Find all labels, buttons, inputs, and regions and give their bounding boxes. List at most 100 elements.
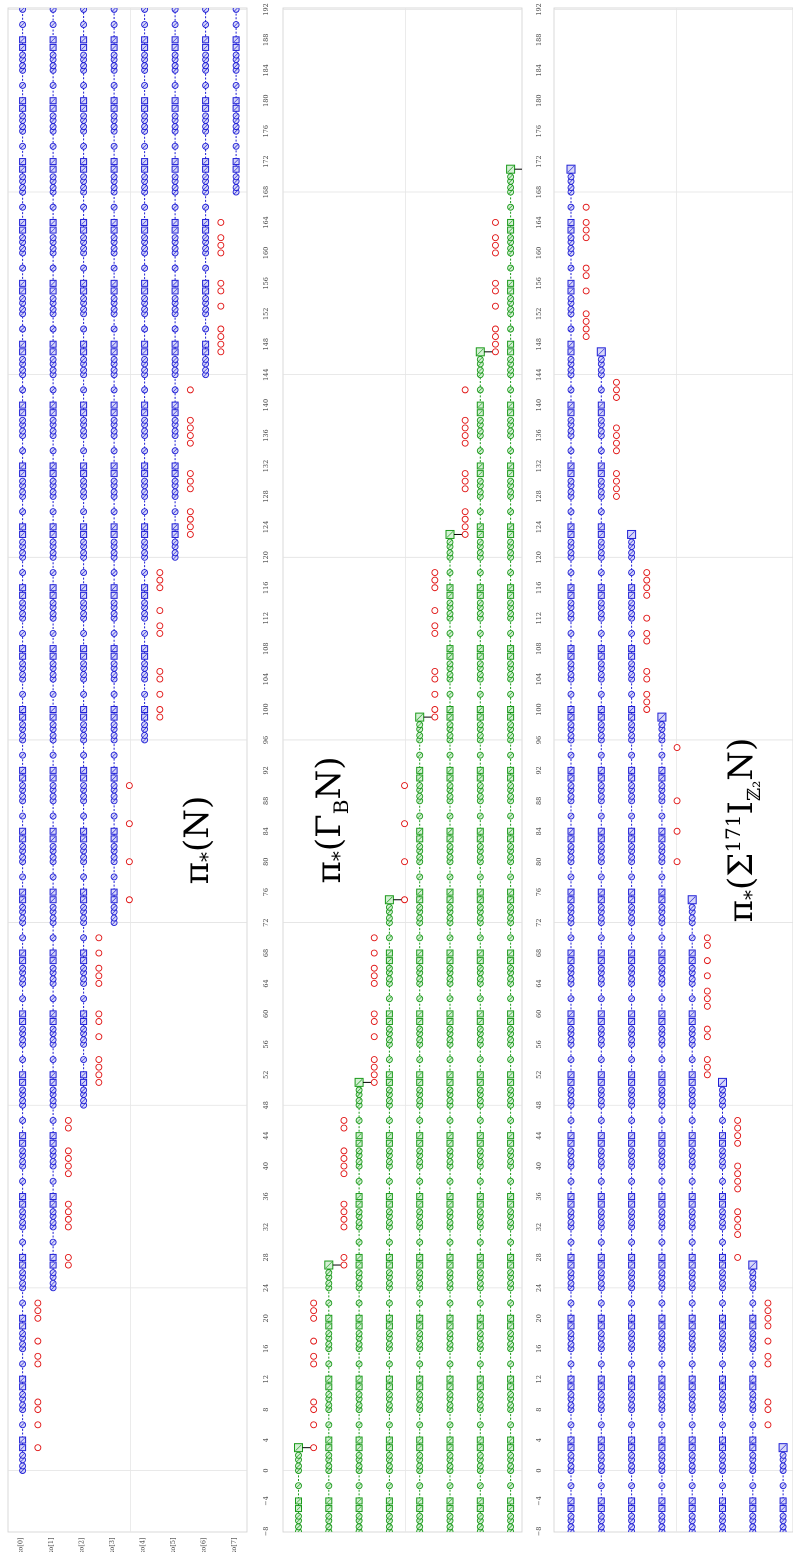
tower-circle-diag <box>111 52 117 58</box>
axis-tick-label: 72 <box>262 918 270 926</box>
axis-tick-label: 132 <box>262 460 270 472</box>
tower-square-diag <box>478 1376 483 1382</box>
tower-square-diag <box>568 768 574 773</box>
tower-circle-diag <box>478 1513 483 1519</box>
tower-square-diag <box>20 281 25 286</box>
tower-circle-diag <box>568 1148 574 1154</box>
sporadic-mark <box>217 219 225 226</box>
tower-circle-diag <box>508 1220 513 1225</box>
tower-square-diag <box>417 1384 422 1390</box>
tower-square-diag <box>50 166 56 172</box>
sporadic-mark <box>582 272 590 280</box>
tower-circle-diag <box>50 428 56 434</box>
tower-square-diag <box>447 768 453 773</box>
tower-circle-diag <box>81 265 86 271</box>
tower-circle-diag <box>568 783 574 788</box>
tower-circle-diag <box>417 1179 422 1184</box>
tower-circle-diag <box>720 1483 725 1488</box>
tower-circle-diag <box>81 661 86 667</box>
tower-square-diag <box>508 1019 513 1024</box>
axis-tick-label: 136 <box>262 429 270 441</box>
tower-circle-diag <box>142 733 147 738</box>
tower-circle-diag <box>142 235 147 240</box>
tower-circle-diag <box>599 915 604 921</box>
sporadic-mark <box>64 1116 72 1124</box>
tower-circle-diag <box>111 570 117 575</box>
sporadic-mark <box>156 584 164 592</box>
tower-circle-diag <box>142 539 147 545</box>
axis-tick-label: 176 <box>535 125 543 137</box>
tower-circle-diag <box>20 1087 25 1093</box>
sporadic-mark <box>217 333 225 341</box>
tower-square-diag <box>356 1437 362 1443</box>
tower-circle-diag <box>599 1513 604 1519</box>
tower-square-diag <box>203 288 208 294</box>
tower-circle-diag <box>81 996 86 1001</box>
tower-square-diag <box>417 897 422 902</box>
tower-square-diag <box>233 159 239 164</box>
tower-circle-diag <box>172 296 178 301</box>
tower-square-diag <box>689 1262 695 1268</box>
tower-square-diag <box>508 1384 513 1390</box>
tower-square-diag <box>111 585 117 590</box>
tower-square-diag <box>659 897 665 902</box>
tower-circle-diag <box>326 1392 332 1397</box>
sporadic-mark <box>703 941 711 949</box>
tower-square-diag <box>629 1194 634 1199</box>
tower-circle-diag <box>568 1422 574 1428</box>
tower-circle-diag <box>326 1483 332 1488</box>
tower-square-diag <box>50 402 56 408</box>
tower-circle-diag <box>81 8 86 12</box>
tower-square-diag <box>20 1384 25 1390</box>
tower-square-diag <box>50 889 56 895</box>
tower-circle-diag <box>478 539 483 545</box>
tower-square-diag <box>417 1316 422 1321</box>
tower-circle-diag <box>478 1087 483 1093</box>
tower-circle-diag <box>508 174 513 180</box>
tower-square-diag <box>172 37 178 43</box>
tower-square-diag <box>111 98 117 103</box>
sporadic-mark <box>582 203 590 211</box>
tower-circle-diag <box>599 367 604 373</box>
tower-square-diag <box>20 1323 25 1329</box>
tower-square-diag <box>233 98 239 103</box>
tower-square-diag <box>568 714 574 720</box>
tower-square-diag <box>50 410 56 415</box>
tower-circle-diag <box>142 265 147 271</box>
tower-square-diag <box>50 897 56 902</box>
sporadic-mark <box>703 934 711 942</box>
tower-circle-diag <box>356 1342 362 1347</box>
tower-circle-diag <box>447 1463 453 1469</box>
tower-square-diag <box>478 1498 483 1504</box>
tower-square-diag <box>50 836 56 842</box>
sporadic-mark <box>310 1406 318 1414</box>
tower-circle-diag <box>447 1087 453 1093</box>
sporadic-mark <box>95 972 103 980</box>
tower-circle-diag <box>20 672 25 677</box>
tower-square-diag <box>750 1445 756 1450</box>
tower-circle-diag <box>81 550 86 556</box>
axis-tick-label: 48 <box>262 1101 270 1109</box>
sporadic-mark <box>461 477 469 485</box>
tower-circle-diag <box>172 205 178 210</box>
sporadic-mark <box>613 439 620 447</box>
tower-circle-diag <box>447 1148 453 1154</box>
axis-tick-label: 4 <box>262 1438 270 1442</box>
tower-circle-diag <box>568 1087 574 1093</box>
tower-circle-diag <box>50 794 56 799</box>
tower-square-diag <box>508 1437 513 1443</box>
tower-square-diag <box>568 349 574 355</box>
tower-circle-diag <box>417 1402 422 1408</box>
tower-circle-diag <box>720 1179 725 1184</box>
tower-square-diag <box>568 654 574 659</box>
tower-circle-diag <box>417 733 422 738</box>
tower-square-diag <box>20 106 25 111</box>
tower-square-diag <box>599 1376 604 1382</box>
tower-square-diag <box>20 410 25 415</box>
sporadic-mark <box>492 302 499 310</box>
tower-square-diag <box>689 1498 695 1504</box>
tower-circle-diag <box>233 144 239 149</box>
sporadic-mark <box>492 234 499 242</box>
tower-square-diag <box>356 1445 362 1450</box>
